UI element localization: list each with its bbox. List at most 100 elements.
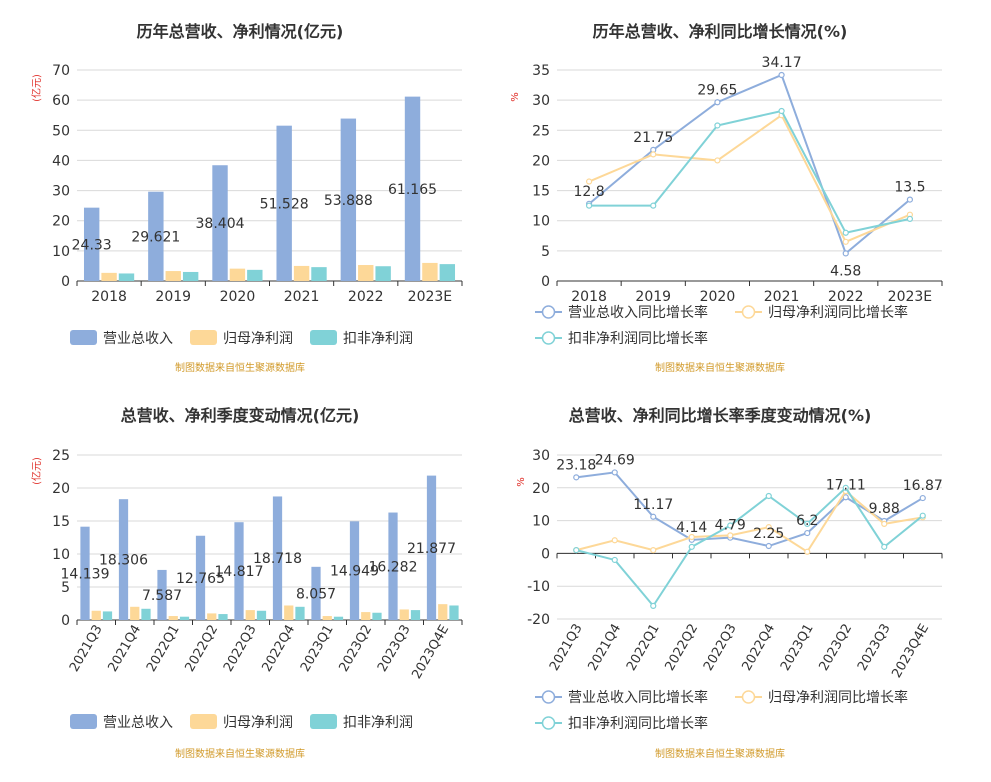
x-tick-label: 2022Q3 xyxy=(221,623,260,675)
y-tick-label: 35 xyxy=(532,63,550,79)
x-tick-label: 2022Q4 xyxy=(739,622,778,674)
x-tick-label: 2022Q3 xyxy=(701,622,740,674)
source-note: 制图数据来自恒生聚源数据库 xyxy=(655,747,785,760)
series-point xyxy=(650,602,657,609)
x-tick-label: 2023Q4E xyxy=(889,622,932,681)
chart-title: 历年总营收、净利情况(亿元) xyxy=(137,22,344,41)
series-point xyxy=(842,494,849,501)
series-point xyxy=(804,520,811,527)
source-note: 制图数据来自恒生聚源数据库 xyxy=(175,361,305,374)
bar-net-profit xyxy=(293,265,310,281)
x-tick-label: 2022Q2 xyxy=(662,622,701,674)
bar-net-profit xyxy=(284,605,294,620)
y-tick-label: 30 xyxy=(532,448,550,464)
chart-panel-4: 总营收、净利同比增长率季度变动情况(%)% -20 -10 0 10 20 30 2021Q3… xyxy=(516,406,943,760)
legend-swatch-marker xyxy=(541,331,556,345)
x-tick-label: 2018 xyxy=(91,289,127,305)
y-tick-label: 10 xyxy=(52,547,70,563)
bar-deducted-profit xyxy=(295,606,305,620)
line-data-label: 9.88 xyxy=(869,501,900,517)
line-data-label: 11.17 xyxy=(633,497,673,513)
series-point xyxy=(765,492,772,500)
x-tick-label: 2022Q1 xyxy=(624,622,663,674)
y-tick-label: 15 xyxy=(52,514,70,530)
bar-net-profit xyxy=(207,613,217,620)
y-tick-label: 0 xyxy=(541,274,550,290)
bar-deducted-profit xyxy=(311,267,327,281)
y-unit-label: % xyxy=(516,477,527,487)
legend-swatch-marker xyxy=(541,305,556,319)
x-tick-label: 2023Q3 xyxy=(855,622,894,674)
series-line-net-profit-growth xyxy=(588,113,911,244)
legend-swatch xyxy=(310,330,337,345)
x-tick-label: 2023Q3 xyxy=(375,623,414,675)
line-data-label: 13.5 xyxy=(894,180,925,196)
series-point xyxy=(919,512,926,519)
series-point xyxy=(881,520,888,527)
bar-data-label: 8.057 xyxy=(296,586,336,602)
legend-label: 归母净利润同比增长率 xyxy=(768,689,908,706)
legend-label: 营业总收入同比增长率 xyxy=(568,689,708,706)
x-tick-label: 2023E xyxy=(888,289,932,305)
y-tick-label: 70 xyxy=(52,63,70,79)
series-point xyxy=(765,542,772,550)
bar-revenue xyxy=(311,566,321,620)
series-point xyxy=(881,543,888,550)
x-tick-label: 2019 xyxy=(635,289,671,305)
x-tick-label: 2020 xyxy=(220,289,256,305)
line-data-label: 4.58 xyxy=(830,263,861,279)
series-point xyxy=(585,202,593,209)
bar-net-profit xyxy=(229,268,246,281)
legend-swatch xyxy=(190,714,217,729)
bar-net-profit xyxy=(168,616,178,620)
bar-net-profit xyxy=(361,612,371,620)
bar-data-label: 16.282 xyxy=(369,559,418,575)
x-tick-label: 2023Q2 xyxy=(336,623,375,675)
bar-revenue xyxy=(426,475,437,620)
bar-revenue xyxy=(234,522,244,620)
series-point xyxy=(714,99,721,106)
x-tick-label: 2021Q4 xyxy=(105,623,144,675)
source-note: 制图数据来自恒生聚源数据库 xyxy=(175,747,305,760)
bar-revenue xyxy=(118,499,129,620)
legend-swatch-marker xyxy=(541,690,556,704)
series-line-deducted-profit-growth xyxy=(576,486,924,608)
bar-net-profit xyxy=(422,262,438,281)
bar-data-label: 18.718 xyxy=(253,551,302,567)
series-point xyxy=(573,474,580,481)
legend-label: 扣非净利润同比增长率 xyxy=(568,715,708,732)
bar-revenue xyxy=(83,207,100,281)
chart-panel-3: 总营收、净利季度变动情况(亿元) (亿元) 0 5 10 15 20 25 2021Q3 2021… xyxy=(30,406,463,760)
legend-label: 扣非净利润 xyxy=(343,331,413,347)
bar-deducted-profit xyxy=(247,269,263,281)
bar-deducted-profit xyxy=(439,264,456,281)
y-tick-label: 30 xyxy=(532,93,550,109)
series-point xyxy=(714,122,721,129)
bar-data-label: 51.528 xyxy=(260,196,309,212)
legend-label: 营业总收入 xyxy=(103,715,173,731)
line-data-label: 34.17 xyxy=(762,55,802,71)
x-tick-label: 2022 xyxy=(348,289,384,305)
legend-swatch-marker xyxy=(541,716,556,730)
series-point xyxy=(778,71,785,79)
legend-swatch xyxy=(310,714,337,729)
series-point xyxy=(765,524,772,531)
series-point xyxy=(842,250,849,257)
bar-data-label: 14.949 xyxy=(330,564,379,580)
y-unit-label: (亿元) xyxy=(30,74,43,102)
source-note: 制图数据来自恒生聚源数据库 xyxy=(655,361,785,374)
bar-net-profit xyxy=(322,616,332,620)
y-unit-label: (亿元) xyxy=(30,457,43,485)
bar-data-label: 61.165 xyxy=(388,182,437,198)
bar-deducted-profit xyxy=(218,614,228,620)
series-point xyxy=(650,513,657,520)
legend-label: 归母净利润 xyxy=(223,714,293,731)
legend-swatch xyxy=(190,330,217,345)
bar-net-profit xyxy=(101,272,117,281)
series-point xyxy=(714,157,721,164)
series-point xyxy=(585,178,593,185)
line-data-label: 4.14 xyxy=(676,520,707,536)
chart-panel-2: 历年总营收、净利同比增长情况(%)% 0 5 10 15 20 25 30 35 2018 2019… xyxy=(510,22,943,374)
legend-label: 营业总收入 xyxy=(103,331,173,347)
